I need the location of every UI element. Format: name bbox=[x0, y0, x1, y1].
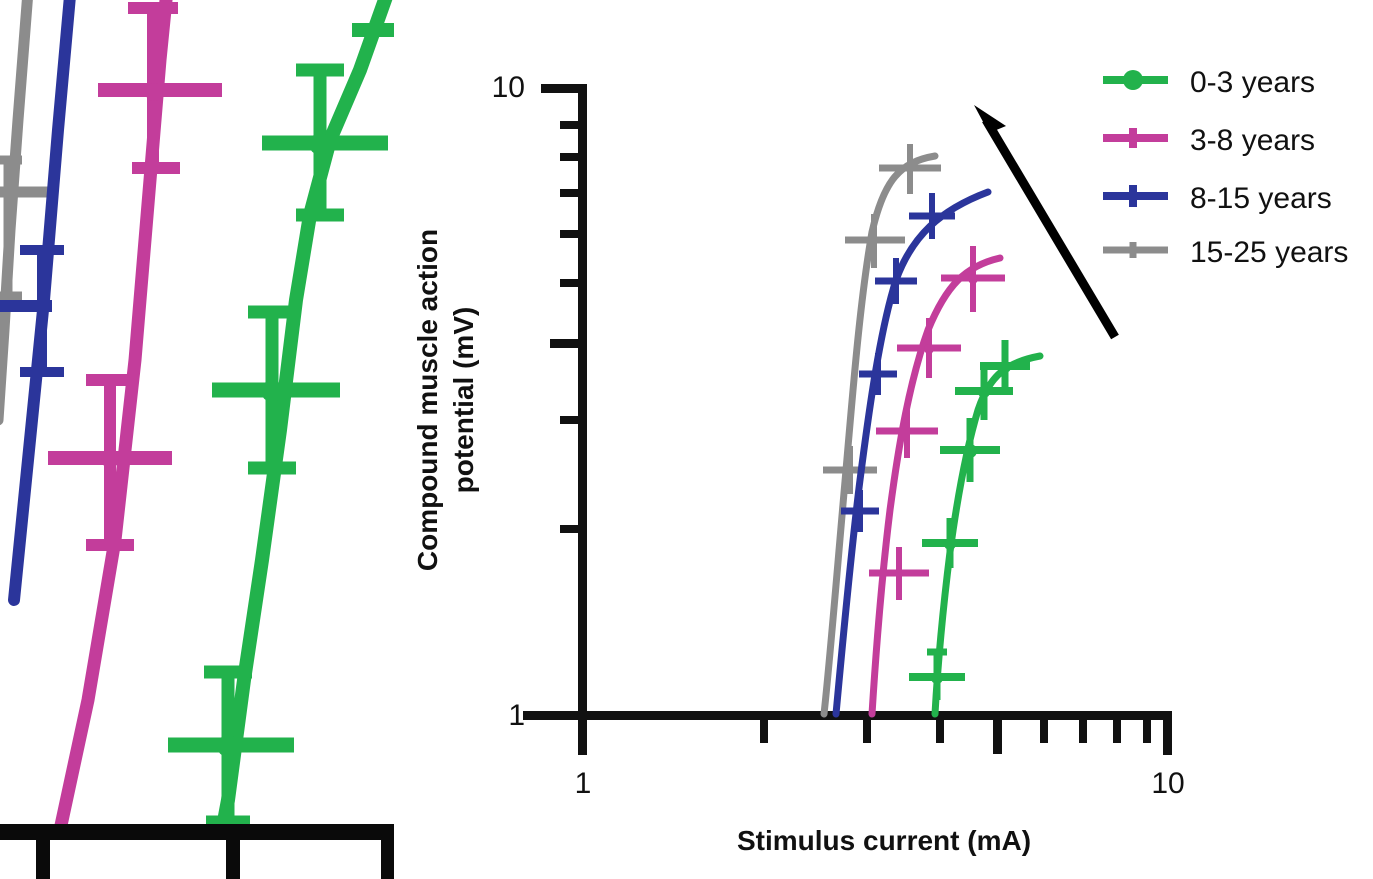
main-plot-panel: 10 1 1 10 Stimulus current (mA) Compound… bbox=[412, 66, 1348, 856]
legend-label-8-15-years: 8-15 years bbox=[1190, 182, 1332, 215]
y-minor-tick-3 bbox=[560, 416, 583, 424]
x-minor-tick-3 bbox=[863, 720, 871, 743]
y-axis-title-line1: Compound muscle action bbox=[412, 229, 443, 571]
y-minor-tick-7 bbox=[560, 189, 583, 197]
x-tick-1 bbox=[578, 711, 587, 755]
y-minor-tick-9 bbox=[560, 121, 583, 129]
inset-axis bbox=[0, 824, 394, 879]
errorbar-marker bbox=[909, 648, 965, 700]
x-minor-tick-7 bbox=[1079, 720, 1087, 743]
errorbar-marker bbox=[859, 353, 897, 395]
y-minor-tick-4 bbox=[550, 339, 583, 348]
errorbar-marker bbox=[845, 214, 905, 268]
errorbar-marker bbox=[879, 144, 941, 194]
inset-magnified-panel bbox=[0, 0, 394, 879]
series-3-8-years bbox=[868, 246, 1005, 718]
errorbar-marker bbox=[876, 404, 938, 458]
x-axis-tick-label-1: 1 bbox=[575, 767, 592, 800]
errorbar-marker bbox=[897, 318, 961, 378]
x-axis-title: Stimulus current (mA) bbox=[737, 825, 1031, 856]
series-8-15-years bbox=[832, 188, 992, 718]
errorbar-marker bbox=[980, 340, 1030, 390]
errorbar-marker bbox=[841, 490, 879, 532]
x-minor-tick-5 bbox=[993, 720, 1002, 754]
errorbar-marker bbox=[823, 446, 877, 494]
circle-marker-icon bbox=[1123, 70, 1143, 90]
errorbar-marker bbox=[922, 518, 978, 568]
legend-label-15-25-years: 15-25 years bbox=[1190, 236, 1348, 269]
y-minor-tick-2 bbox=[560, 525, 583, 533]
inset-curve-3-8 bbox=[48, 0, 222, 832]
legend: 0-3 years 3-8 years 8-15 years 15-25 yea… bbox=[1103, 66, 1348, 269]
inset-curve-15-25 bbox=[0, 0, 48, 426]
x-minor-tick-2 bbox=[760, 720, 768, 743]
y-axis bbox=[541, 84, 587, 720]
y-tick-10 bbox=[541, 84, 583, 93]
inset-curve-8-15 bbox=[0, 0, 76, 606]
y-minor-tick-6 bbox=[560, 230, 583, 238]
x-minor-tick-4 bbox=[936, 720, 944, 743]
legend-label-3-8-years: 3-8 years bbox=[1190, 124, 1315, 157]
series-15-25-years bbox=[820, 144, 941, 718]
x-axis bbox=[523, 711, 1172, 755]
legend-label-0-3-years: 0-3 years bbox=[1190, 66, 1315, 99]
x-minor-tick-6 bbox=[1040, 720, 1048, 743]
x-minor-tick-8 bbox=[1113, 720, 1121, 743]
series-0-3-years bbox=[909, 340, 1044, 718]
age-trend-arrow bbox=[974, 105, 1119, 340]
errorbar-marker bbox=[875, 258, 917, 304]
errorbar-marker bbox=[941, 246, 1005, 312]
legend-item-15-25-years[interactable]: 15-25 years bbox=[1103, 236, 1348, 269]
inset-curve-0-3 bbox=[168, 0, 394, 832]
legend-item-0-3-years[interactable]: 0-3 years bbox=[1103, 66, 1315, 99]
errorbar-marker bbox=[940, 418, 1000, 482]
y-axis-tick-label-10: 10 bbox=[492, 71, 525, 104]
y-axis-tick-label-1: 1 bbox=[508, 699, 525, 732]
legend-item-8-15-years[interactable]: 8-15 years bbox=[1103, 182, 1332, 215]
y-minor-tick-5 bbox=[560, 279, 583, 287]
y-axis-title-line2: potential (mV) bbox=[448, 307, 479, 494]
x-minor-tick-9 bbox=[1143, 720, 1151, 743]
x-axis-tick-label-10: 10 bbox=[1151, 767, 1184, 800]
y-minor-tick-8 bbox=[560, 153, 583, 161]
errorbar-marker bbox=[869, 547, 929, 600]
x-tick-10 bbox=[1163, 711, 1172, 755]
errorbar-marker bbox=[955, 362, 1013, 420]
errorbar-marker bbox=[909, 193, 955, 239]
legend-item-3-8-years[interactable]: 3-8 years bbox=[1103, 124, 1315, 157]
